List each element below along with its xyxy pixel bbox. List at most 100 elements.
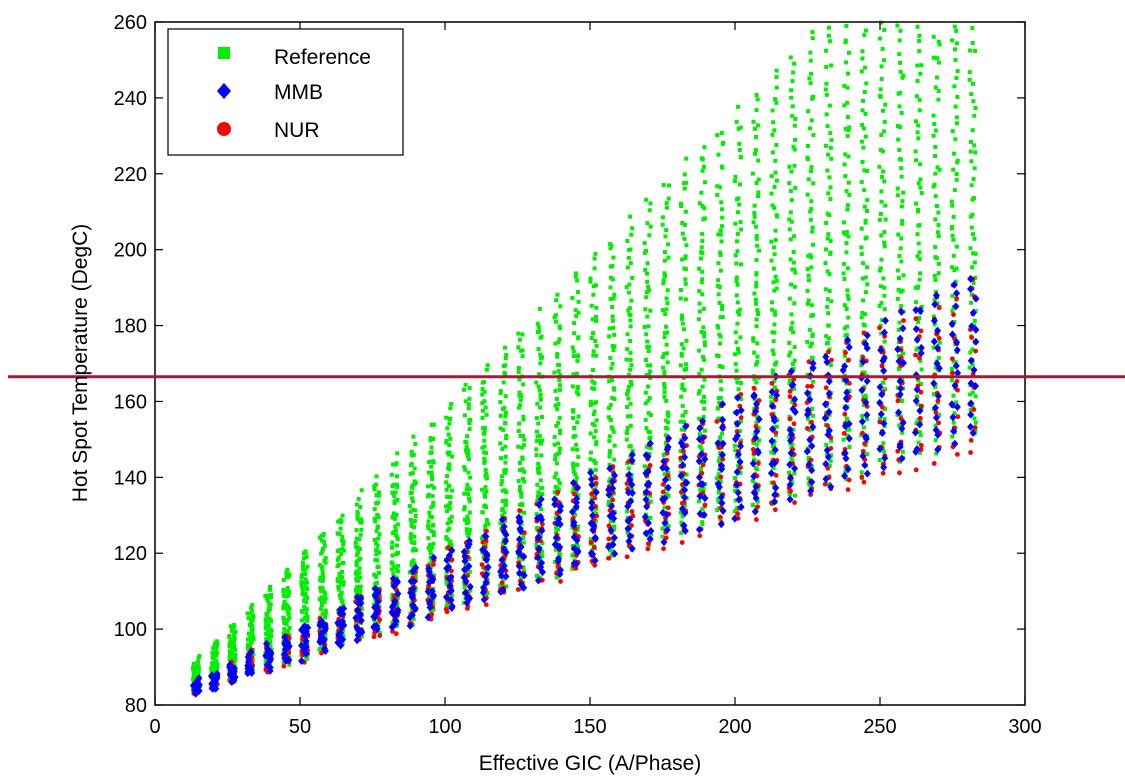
reference-point — [521, 565, 526, 570]
reference-point — [300, 586, 305, 591]
reference-point — [592, 256, 597, 261]
nur-point — [954, 296, 959, 301]
reference-point — [463, 563, 468, 568]
reference-point — [410, 496, 415, 501]
reference-point — [918, 177, 923, 182]
reference-point — [628, 313, 633, 318]
reference-point — [662, 250, 667, 255]
reference-point — [973, 420, 978, 425]
reference-point — [739, 397, 744, 402]
mmb-point — [659, 463, 667, 472]
reference-point — [881, 441, 886, 446]
mmb-point — [628, 456, 636, 465]
reference-point — [772, 288, 777, 293]
reference-point — [245, 611, 250, 616]
mmb-point — [862, 340, 870, 349]
reference-point — [354, 528, 359, 533]
reference-point — [592, 401, 597, 406]
reference-point — [319, 565, 324, 570]
reference-point — [844, 241, 849, 246]
reference-point — [648, 493, 653, 498]
reference-point — [897, 253, 902, 258]
mmb-point — [534, 576, 542, 585]
reference-point — [971, 81, 976, 86]
reference-point — [970, 41, 975, 46]
reference-point — [249, 608, 254, 613]
nur-point — [499, 580, 505, 586]
reference-point — [552, 475, 557, 480]
reference-point — [250, 603, 255, 608]
reference-point — [503, 502, 508, 507]
reference-point — [788, 210, 793, 215]
reference-point — [593, 483, 598, 488]
reference-point — [878, 94, 883, 99]
mmb-point — [500, 545, 508, 554]
mmb-point — [624, 524, 632, 533]
reference-point — [591, 284, 596, 289]
mmb-point — [695, 525, 703, 534]
reference-point — [642, 250, 647, 255]
nur-point — [895, 448, 901, 454]
reference-point — [608, 264, 613, 269]
reference-point — [771, 120, 776, 125]
mmb-point — [660, 538, 668, 547]
reference-point — [805, 288, 810, 293]
mmb-point — [643, 502, 651, 511]
reference-point — [574, 442, 579, 447]
reference-point — [752, 291, 757, 296]
reference-point — [862, 395, 867, 400]
reference-point — [719, 207, 724, 212]
data-points — [189, 20, 980, 698]
mmb-point — [591, 556, 599, 565]
reference-point — [411, 434, 416, 439]
nur-point — [699, 470, 705, 476]
reference-point — [211, 654, 216, 659]
reference-point — [738, 125, 743, 130]
nur-point — [918, 328, 924, 334]
nur-point — [589, 491, 595, 497]
reference-point — [321, 531, 326, 536]
reference-point — [482, 390, 487, 395]
mmb-point — [842, 454, 850, 463]
reference-point — [913, 201, 918, 206]
reference-point — [211, 656, 216, 661]
mmb-point — [808, 442, 816, 451]
reference-point — [936, 39, 941, 44]
reference-point — [860, 276, 865, 281]
reference-point — [703, 343, 708, 348]
reference-point — [227, 642, 232, 647]
reference-point — [791, 70, 796, 75]
reference-point — [227, 649, 232, 654]
reference-point — [751, 338, 756, 343]
reference-point — [643, 417, 648, 422]
reference-point — [409, 540, 414, 545]
reference-point — [447, 450, 452, 455]
reference-point — [769, 400, 774, 405]
reference-point — [682, 266, 687, 271]
mmb-point — [771, 445, 779, 454]
mmb-point — [972, 325, 980, 334]
reference-point — [679, 530, 684, 535]
reference-point — [431, 541, 436, 546]
mmb-point — [753, 427, 761, 436]
reference-point — [608, 450, 613, 455]
mmb-point — [626, 475, 634, 484]
mmb-point — [336, 618, 344, 627]
reference-point — [534, 416, 539, 421]
mmb-point — [664, 443, 672, 452]
reference-point — [702, 394, 707, 399]
reference-point — [411, 507, 416, 512]
mmb-point — [786, 460, 794, 469]
reference-point — [733, 174, 738, 179]
reference-point — [571, 461, 576, 466]
reference-point — [501, 364, 506, 369]
reference-point — [825, 211, 830, 216]
reference-point — [323, 608, 328, 613]
reference-point — [646, 411, 651, 416]
reference-point — [684, 338, 689, 343]
reference-point — [445, 521, 450, 526]
mmb-point — [498, 555, 506, 564]
reference-point — [919, 191, 924, 196]
reference-point — [557, 415, 562, 420]
reference-point — [431, 522, 436, 527]
